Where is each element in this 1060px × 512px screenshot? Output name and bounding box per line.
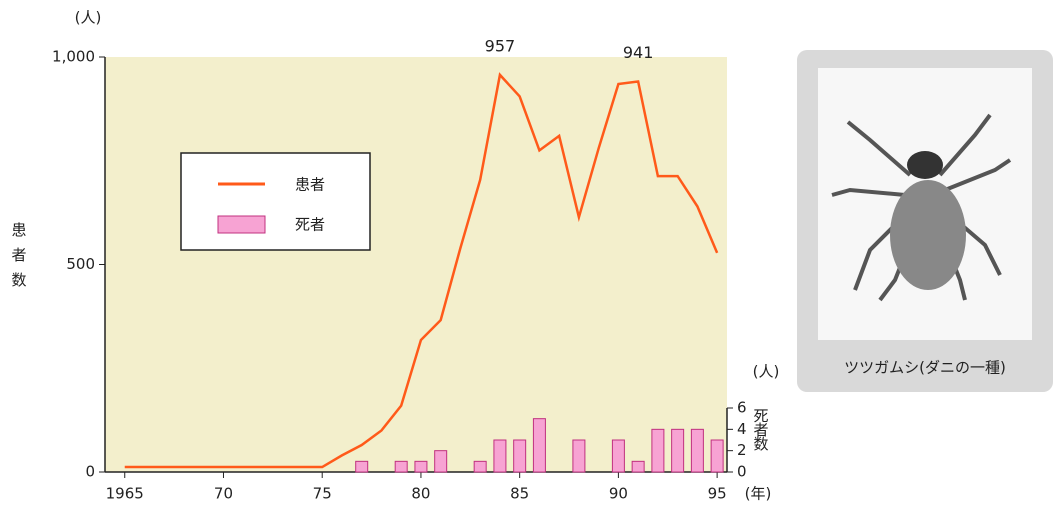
x-tick-label: 85	[510, 485, 529, 503]
bar	[493, 439, 507, 473]
plot-background	[105, 57, 727, 472]
x-tick-label: 95	[708, 485, 727, 503]
legend-swatch	[217, 215, 266, 234]
x-tick-label: 80	[411, 485, 430, 503]
y-tick-label: 1,000	[52, 48, 95, 66]
y2-unit: (人)	[753, 363, 780, 381]
peak-label: 957	[485, 36, 516, 55]
legend-label: 患者	[295, 176, 325, 194]
peak-label: 941	[623, 43, 654, 62]
bar	[710, 439, 724, 473]
mite-body	[890, 180, 966, 290]
legend-label: 死者	[295, 216, 325, 234]
y-unit: (人)	[75, 9, 102, 27]
y-tick-label: 0	[85, 463, 95, 481]
x-tick-label: 1965	[106, 485, 144, 503]
y2-tick-label: 4	[737, 420, 747, 438]
bar	[355, 460, 369, 473]
y-axis-label: 患者数	[10, 222, 28, 297]
bar	[473, 460, 487, 473]
bar	[532, 418, 546, 473]
bar	[671, 428, 685, 473]
x-axis-label: (年)	[745, 485, 772, 503]
y2-tick-label: 6	[737, 399, 747, 417]
photo-caption: ツツガムシ(ダニの一種)	[844, 359, 1006, 377]
y-tick-label: 500	[66, 255, 95, 273]
x-tick-label: 70	[214, 485, 233, 503]
y2-tick-label: 0	[737, 463, 747, 481]
bar	[572, 439, 586, 473]
legend	[180, 152, 371, 251]
mite-head	[907, 151, 943, 179]
bar	[414, 460, 428, 473]
bar	[611, 439, 625, 473]
bar	[434, 450, 448, 473]
bar	[690, 428, 704, 473]
bar	[631, 460, 645, 473]
x-tick-label: 90	[609, 485, 628, 503]
y2-tick-label: 2	[737, 441, 747, 459]
x-tick-label: 75	[313, 485, 332, 503]
bar	[651, 428, 665, 473]
bar	[513, 439, 527, 473]
y2-axis-label: 死者数	[752, 408, 770, 451]
bar	[394, 460, 408, 473]
line	[124, 72, 719, 469]
